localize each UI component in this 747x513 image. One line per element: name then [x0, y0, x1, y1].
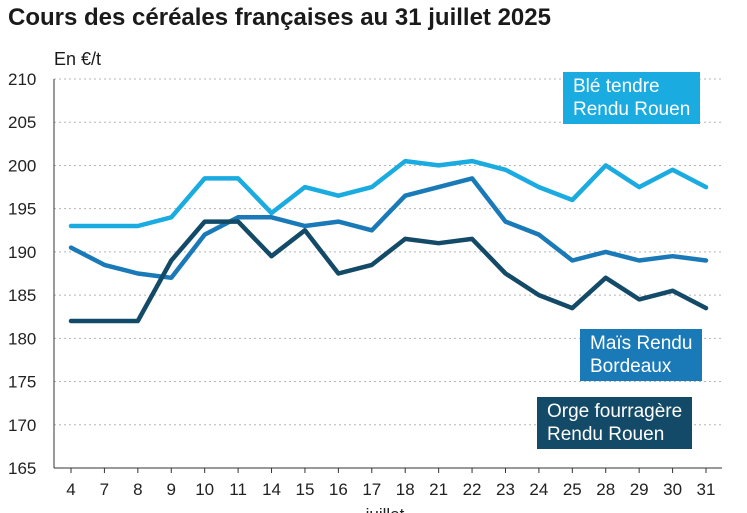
y-tick-label: 195 [8, 200, 36, 219]
y-tick-label: 185 [8, 286, 36, 305]
x-tick-label: 28 [596, 480, 615, 499]
x-tick-label: 21 [429, 480, 448, 499]
x-tick-label: 15 [295, 480, 314, 499]
x-tick-label: 8 [133, 480, 142, 499]
x-tick-label: 10 [195, 480, 214, 499]
y-tick-label: 190 [8, 243, 36, 262]
legend-line: Orge fourragère [547, 401, 683, 422]
x-tick-label: 14 [262, 480, 281, 499]
x-tick-label: 16 [329, 480, 348, 499]
y-tick-label: 180 [8, 329, 36, 348]
x-tick-label: 11 [229, 480, 247, 499]
x-tick-label: 24 [529, 480, 548, 499]
x-tick-label: 9 [167, 480, 176, 499]
x-tick-label: 18 [396, 480, 415, 499]
x-tick-label: 29 [630, 480, 649, 499]
x-tick-label: 17 [362, 480, 381, 499]
x-tick-label: 23 [496, 480, 515, 499]
legend-ble-tendre: Blé tendre Rendu Rouen [563, 72, 701, 124]
x-tick-label: 7 [100, 480, 109, 499]
x-tick-label: 30 [663, 480, 682, 499]
y-tick-label: 210 [8, 70, 36, 89]
y-tick-label: 205 [8, 113, 36, 132]
legend-line: Bordeaux [590, 356, 672, 377]
legend-orge: Orge fourragère Rendu Rouen [537, 397, 693, 449]
y-tick-label: 165 [8, 459, 36, 478]
legend-line: Maïs Rendu [590, 333, 693, 354]
legend-line: Rendu Rouen [573, 99, 691, 120]
y-axis-unit-label: En €/t [54, 49, 102, 69]
legend-line: Rendu Rouen [547, 424, 665, 445]
y-tick-label: 175 [8, 373, 36, 392]
series-line-3 [68, 219, 709, 324]
legend-line: Blé tendre [573, 76, 660, 97]
series-line-2 [68, 176, 709, 281]
legend-mais: Maïs Rendu Bordeaux [580, 329, 703, 381]
x-tick-label: 31 [697, 480, 716, 499]
x-tick-label: 22 [463, 480, 482, 499]
series-line-1 [68, 158, 709, 229]
chart-title: Cours des céréales françaises au 31 juil… [8, 4, 551, 31]
x-tick-label: 4 [66, 480, 75, 499]
y-tick-label: 200 [8, 156, 36, 175]
y-tick-label: 170 [8, 416, 36, 435]
x-axis-label: juillet [365, 505, 405, 513]
x-tick-label: 25 [563, 480, 582, 499]
